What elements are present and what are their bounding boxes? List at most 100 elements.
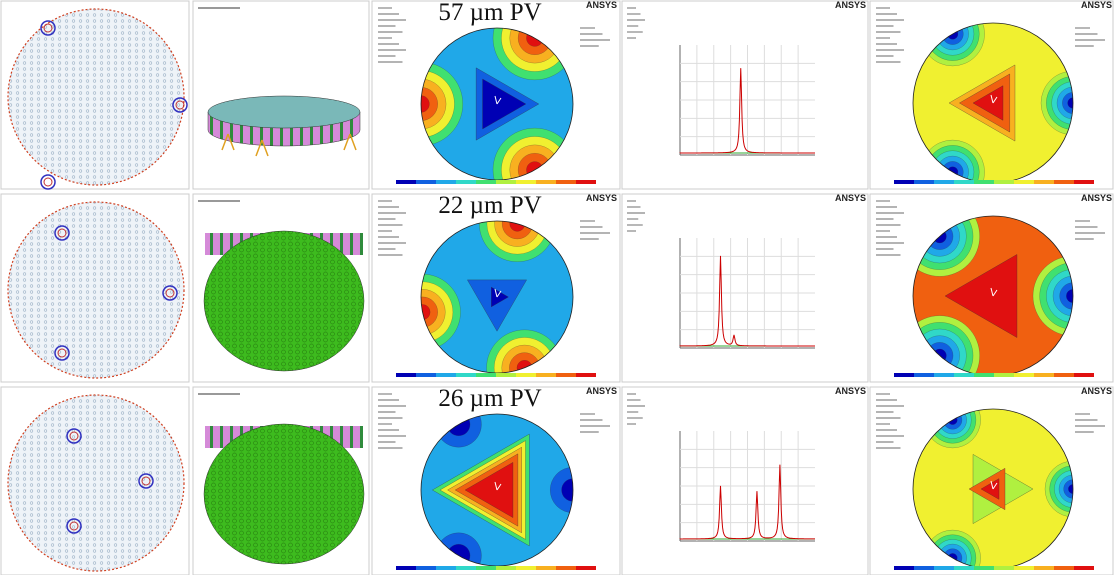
response-trace [679, 68, 815, 154]
support-marker [162, 285, 178, 301]
support-marker [175, 100, 185, 110]
origin-marker [990, 287, 998, 297]
contour-band [482, 78, 527, 130]
colorbar-cell [954, 180, 974, 184]
colorbar-cell [894, 566, 914, 570]
colorbar-cell [496, 180, 516, 184]
colorbar-cell [1034, 566, 1054, 570]
brand-label: ANSYS [835, 0, 866, 10]
contour-band [980, 478, 1000, 500]
colorbar-cell [894, 373, 914, 377]
pv-title: 26 µm PV [438, 385, 541, 412]
colorbar-cell [994, 566, 1014, 570]
brand-label: ANSYS [1081, 193, 1112, 203]
contour-band [944, 254, 1018, 338]
colorbar-cell [954, 566, 974, 570]
support-marker [141, 476, 151, 486]
colorbar-cell [576, 180, 596, 184]
contour-band [1052, 275, 1073, 317]
result-row: ANSYS 22 µm PV ANSYS ANSYS [0, 192, 1114, 383]
colorbar-cell [476, 180, 496, 184]
panel [192, 0, 370, 190]
result-row: ANSYS 57 µm PV ANSYS ANSYS [0, 0, 1114, 190]
support-leg [343, 133, 357, 151]
colorbar-cell [436, 180, 456, 184]
colorbar-cell [556, 566, 576, 570]
origin-marker [494, 288, 502, 298]
colorbar-cell [974, 373, 994, 377]
brand-label: ANSYS [586, 0, 617, 10]
brand-label: ANSYS [835, 386, 866, 396]
disc-top [207, 95, 361, 129]
colorbar-cell [556, 180, 576, 184]
contour-band [1062, 92, 1073, 114]
colorbar-cell [954, 373, 974, 377]
colorbar-cell [1054, 373, 1074, 377]
colorbar-cell [476, 373, 496, 377]
support-marker [165, 288, 175, 298]
support-marker [69, 431, 79, 441]
support-marker [172, 97, 188, 113]
origin-marker [990, 94, 998, 104]
response-trace [679, 464, 816, 540]
colorbar-cell [894, 180, 914, 184]
contour-band [1058, 474, 1073, 504]
colorbar-cell [496, 566, 516, 570]
colorbar-cell [934, 373, 954, 377]
support-marker [57, 348, 67, 358]
contour-band [1056, 86, 1073, 120]
colorbar-cell [536, 566, 556, 570]
colorbar-cell [396, 180, 416, 184]
support-marker [138, 473, 154, 489]
contour-band [464, 462, 514, 518]
colorbar-cell [914, 373, 934, 377]
colorbar-cell [994, 373, 1014, 377]
contour-band [467, 279, 527, 332]
brand-label: ANSYS [1081, 0, 1112, 10]
contour-band [421, 87, 438, 121]
colorbar-cell [516, 373, 536, 377]
panel [621, 0, 869, 190]
mirror-mesh [7, 201, 185, 379]
contour-band [550, 467, 573, 513]
support-marker [66, 518, 82, 534]
panel [621, 386, 869, 575]
colorbar-cell [1034, 180, 1054, 184]
support-marker [66, 428, 82, 444]
origin-marker [494, 95, 502, 105]
disc-face [203, 230, 365, 372]
colorbar-cell [1014, 566, 1034, 570]
colorbar-cell [974, 566, 994, 570]
contour-band [1068, 484, 1073, 494]
panel [621, 193, 869, 383]
colorbar-cell [994, 180, 1014, 184]
colorbar-cell [974, 180, 994, 184]
origin-marker [494, 481, 502, 491]
origin-marker [990, 480, 998, 490]
brand-label: ANSYS [835, 193, 866, 203]
disc-face [203, 423, 365, 565]
mirror-mesh [7, 8, 185, 186]
colorbar-cell [556, 373, 576, 377]
response-trace [679, 255, 815, 347]
colorbar-cell [396, 566, 416, 570]
colorbar-cell [476, 566, 496, 570]
support-marker [43, 23, 53, 33]
colorbar-cell [1014, 373, 1034, 377]
colorbar-cell [1054, 180, 1074, 184]
colorbar-cell [576, 566, 596, 570]
colorbar-cell [576, 373, 596, 377]
contour-band [972, 85, 1004, 121]
colorbar-cell [436, 566, 456, 570]
support-marker [69, 521, 79, 531]
support-leg [255, 139, 269, 157]
support-marker [57, 228, 67, 238]
colorbar-cell [456, 180, 476, 184]
contour-band [1066, 289, 1073, 303]
colorbar-cell [1074, 566, 1094, 570]
pv-title: 22 µm PV [438, 192, 541, 219]
colorbar-cell [914, 180, 934, 184]
pv-title: 57 µm PV [438, 0, 541, 26]
colorbar-cell [496, 373, 516, 377]
